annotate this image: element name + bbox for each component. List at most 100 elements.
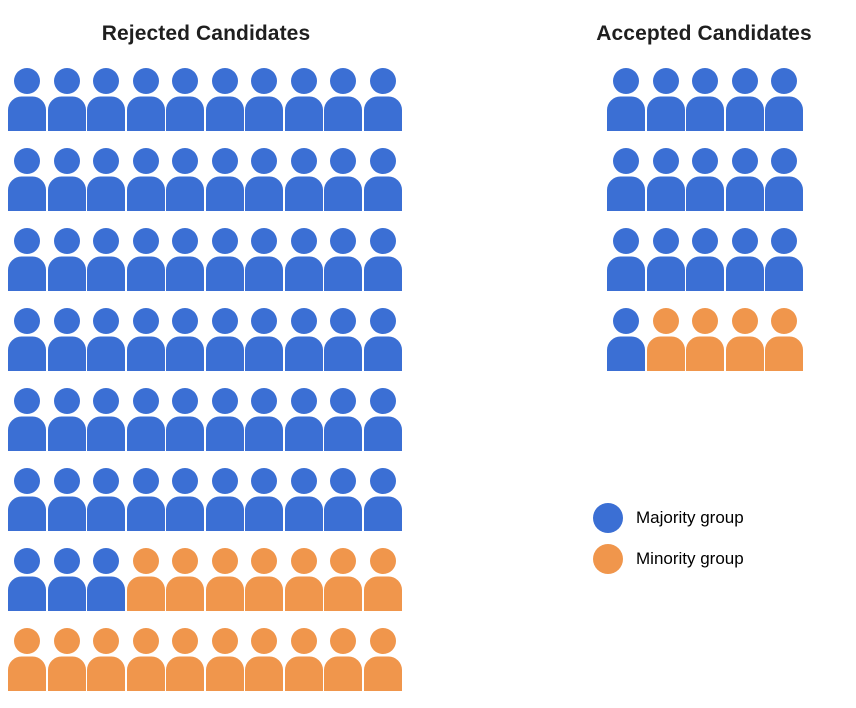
legend-item-majority: Majority group bbox=[593, 503, 744, 533]
minority-legend-label: Minority group bbox=[636, 549, 744, 568]
person-icon-majority bbox=[8, 228, 46, 291]
person-icon-majority bbox=[166, 388, 204, 451]
person-icon-minority bbox=[8, 628, 46, 691]
person-icon-minority bbox=[166, 628, 204, 691]
person-icon-majority bbox=[646, 148, 685, 211]
person-icon-minority bbox=[324, 548, 362, 611]
person-icon-majority bbox=[47, 228, 86, 291]
person-icon-majority bbox=[166, 148, 204, 211]
person-icon-majority bbox=[166, 228, 204, 291]
accepted-candidates-grid bbox=[607, 68, 803, 388]
person-icon-majority bbox=[324, 468, 362, 531]
person-icon-majority bbox=[47, 308, 86, 371]
icon-row bbox=[8, 148, 402, 211]
person-icon-majority bbox=[363, 308, 402, 371]
person-icon-minority bbox=[363, 548, 402, 611]
accepted-candidates-title: Accepted Candidates bbox=[596, 22, 812, 45]
person-icon-majority bbox=[284, 388, 323, 451]
person-icon-majority bbox=[126, 388, 165, 451]
person-icon-majority bbox=[725, 228, 764, 291]
person-icon-majority bbox=[126, 228, 165, 291]
person-icon-majority bbox=[87, 68, 125, 131]
person-icon-majority bbox=[324, 148, 362, 211]
person-icon-majority bbox=[47, 468, 86, 531]
majority-color-swatch bbox=[593, 503, 623, 533]
person-icon-majority bbox=[8, 548, 46, 611]
person-icon-majority bbox=[245, 468, 283, 531]
icon-row bbox=[8, 548, 402, 611]
person-icon-majority bbox=[47, 548, 86, 611]
person-icon-majority bbox=[87, 388, 125, 451]
person-icon-majority bbox=[284, 148, 323, 211]
person-icon-majority bbox=[284, 68, 323, 131]
person-icon-majority bbox=[284, 308, 323, 371]
person-icon-majority bbox=[646, 228, 685, 291]
person-icon-majority bbox=[607, 148, 645, 211]
icon-row bbox=[607, 68, 803, 131]
person-icon-minority bbox=[205, 628, 244, 691]
person-icon-majority bbox=[765, 228, 803, 291]
person-icon-majority bbox=[765, 68, 803, 131]
person-icon-majority bbox=[87, 148, 125, 211]
person-icon-majority bbox=[8, 148, 46, 211]
person-icon-majority bbox=[205, 388, 244, 451]
person-icon-minority bbox=[47, 628, 86, 691]
person-icon-majority bbox=[765, 148, 803, 211]
person-icon-majority bbox=[166, 468, 204, 531]
icon-row bbox=[8, 68, 402, 131]
person-icon-majority bbox=[284, 468, 323, 531]
person-icon-majority bbox=[126, 68, 165, 131]
person-icon-minority bbox=[363, 628, 402, 691]
person-icon-minority bbox=[646, 308, 685, 371]
icon-row bbox=[8, 388, 402, 451]
legend-item-minority: Minority group bbox=[593, 544, 744, 574]
person-icon-majority bbox=[284, 228, 323, 291]
person-icon-minority bbox=[284, 548, 323, 611]
person-icon-minority bbox=[686, 308, 724, 371]
person-icon-majority bbox=[126, 308, 165, 371]
person-icon-minority bbox=[765, 308, 803, 371]
person-icon-majority bbox=[8, 468, 46, 531]
person-icon-minority bbox=[284, 628, 323, 691]
rejected-candidates-grid bbox=[8, 68, 402, 708]
person-icon-majority bbox=[166, 68, 204, 131]
person-icon-minority bbox=[166, 548, 204, 611]
person-icon-minority bbox=[245, 548, 283, 611]
person-icon-minority bbox=[205, 548, 244, 611]
person-icon-minority bbox=[126, 628, 165, 691]
person-icon-majority bbox=[324, 228, 362, 291]
person-icon-majority bbox=[87, 548, 125, 611]
person-icon-majority bbox=[8, 388, 46, 451]
person-icon-majority bbox=[324, 308, 362, 371]
person-icon-minority bbox=[725, 308, 764, 371]
icon-row bbox=[8, 468, 402, 531]
person-icon-majority bbox=[47, 68, 86, 131]
person-icon-majority bbox=[646, 68, 685, 131]
person-icon-majority bbox=[87, 228, 125, 291]
person-icon-minority bbox=[126, 548, 165, 611]
rejected-candidates-title: Rejected Candidates bbox=[101, 22, 311, 45]
person-icon-majority bbox=[607, 228, 645, 291]
person-icon-majority bbox=[245, 388, 283, 451]
person-icon-majority bbox=[324, 68, 362, 131]
icon-row bbox=[8, 228, 402, 291]
icon-row bbox=[8, 628, 402, 691]
person-icon-majority bbox=[725, 148, 764, 211]
person-icon-minority bbox=[324, 628, 362, 691]
person-icon-majority bbox=[245, 308, 283, 371]
person-icon-majority bbox=[363, 228, 402, 291]
person-icon-majority bbox=[166, 308, 204, 371]
person-icon-majority bbox=[205, 308, 244, 371]
person-icon-majority bbox=[126, 468, 165, 531]
person-icon-majority bbox=[686, 148, 724, 211]
minority-color-swatch bbox=[593, 544, 623, 574]
person-icon-majority bbox=[205, 468, 244, 531]
person-icon-majority bbox=[686, 228, 724, 291]
icon-row bbox=[8, 308, 402, 371]
person-icon-majority bbox=[363, 68, 402, 131]
person-icon-majority bbox=[87, 468, 125, 531]
person-icon-majority bbox=[725, 68, 764, 131]
person-icon-majority bbox=[8, 68, 46, 131]
person-icon-majority bbox=[363, 148, 402, 211]
